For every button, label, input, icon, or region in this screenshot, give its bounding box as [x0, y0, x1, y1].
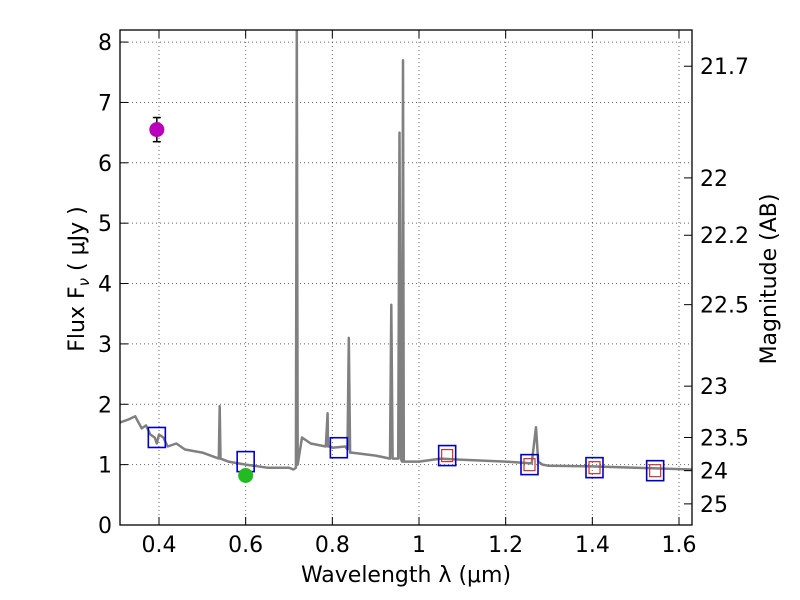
- y-axis-label-main: Flux F: [65, 286, 90, 351]
- observed-flux-marker: [523, 458, 536, 472]
- axes-layer: [119, 29, 693, 526]
- y-tick-label: 2: [98, 393, 112, 418]
- model-flux-marker: [329, 436, 349, 459]
- y-tick-label: 0: [98, 514, 112, 539]
- x-tick-label: 0.6: [228, 533, 263, 558]
- grid-layer: [120, 30, 692, 525]
- observed-flux-marker: [441, 448, 454, 463]
- x-tick-label: 1.2: [488, 533, 523, 558]
- y2-tick-label: 21.7: [700, 55, 749, 80]
- plot-frame: [119, 29, 693, 526]
- x-tick-label: 0.8: [315, 533, 350, 558]
- model-flux-marker: [520, 453, 539, 476]
- y-tick-label: 5: [98, 212, 112, 237]
- y-axis-label: Flux Fν ( μJy ): [65, 206, 93, 351]
- y2-tick-label: 23: [700, 375, 728, 400]
- y-tick-label: 1: [98, 454, 112, 479]
- y-tick-label: 8: [98, 31, 112, 56]
- observed-flux-marker: [649, 464, 662, 478]
- markers-layer: [147, 116, 665, 483]
- y-tick-label: 4: [98, 273, 112, 298]
- spectrum-layer: [120, 30, 692, 471]
- y-axis-label-unit: ( μJy ): [65, 206, 90, 278]
- x-tick-label: 0.4: [142, 533, 177, 558]
- observed-flux-marker: [588, 461, 601, 475]
- y-tick-label: 3: [98, 333, 112, 358]
- model-flux-marker: [645, 459, 665, 482]
- model-flux-marker: [147, 426, 167, 449]
- y-tick-label: 6: [98, 152, 112, 177]
- y2-axis-label: Magnitude (AB): [757, 194, 782, 365]
- y-axis-label-subscript: ν: [75, 278, 93, 286]
- y2-tick-label: 24: [700, 460, 728, 485]
- y-tick-label: 7: [98, 91, 112, 116]
- model-flux-marker: [585, 456, 604, 479]
- spectrum-line: [120, 30, 692, 471]
- x-axis-label: Wavelength λ (μm): [301, 563, 511, 588]
- model-flux-marker: [437, 444, 457, 467]
- y2-tick-label: 22.5: [700, 294, 749, 319]
- x-tick-label: 1.6: [662, 533, 697, 558]
- y2-tick-label: 25: [700, 493, 728, 518]
- photometry-point: [149, 122, 165, 138]
- x-tick-label: 1: [412, 533, 426, 558]
- x-tick-label: 1.4: [575, 533, 610, 558]
- y2-tick-label: 22: [700, 167, 728, 192]
- y2-tick-label: 23.5: [700, 426, 749, 451]
- photometry-point: [238, 468, 254, 483]
- y2-tick-label: 22.2: [700, 224, 749, 249]
- ticks-layer: 0.4 0.6 0.8 1 1.2 1.4 1.601234567821.72222.222…: [98, 30, 749, 558]
